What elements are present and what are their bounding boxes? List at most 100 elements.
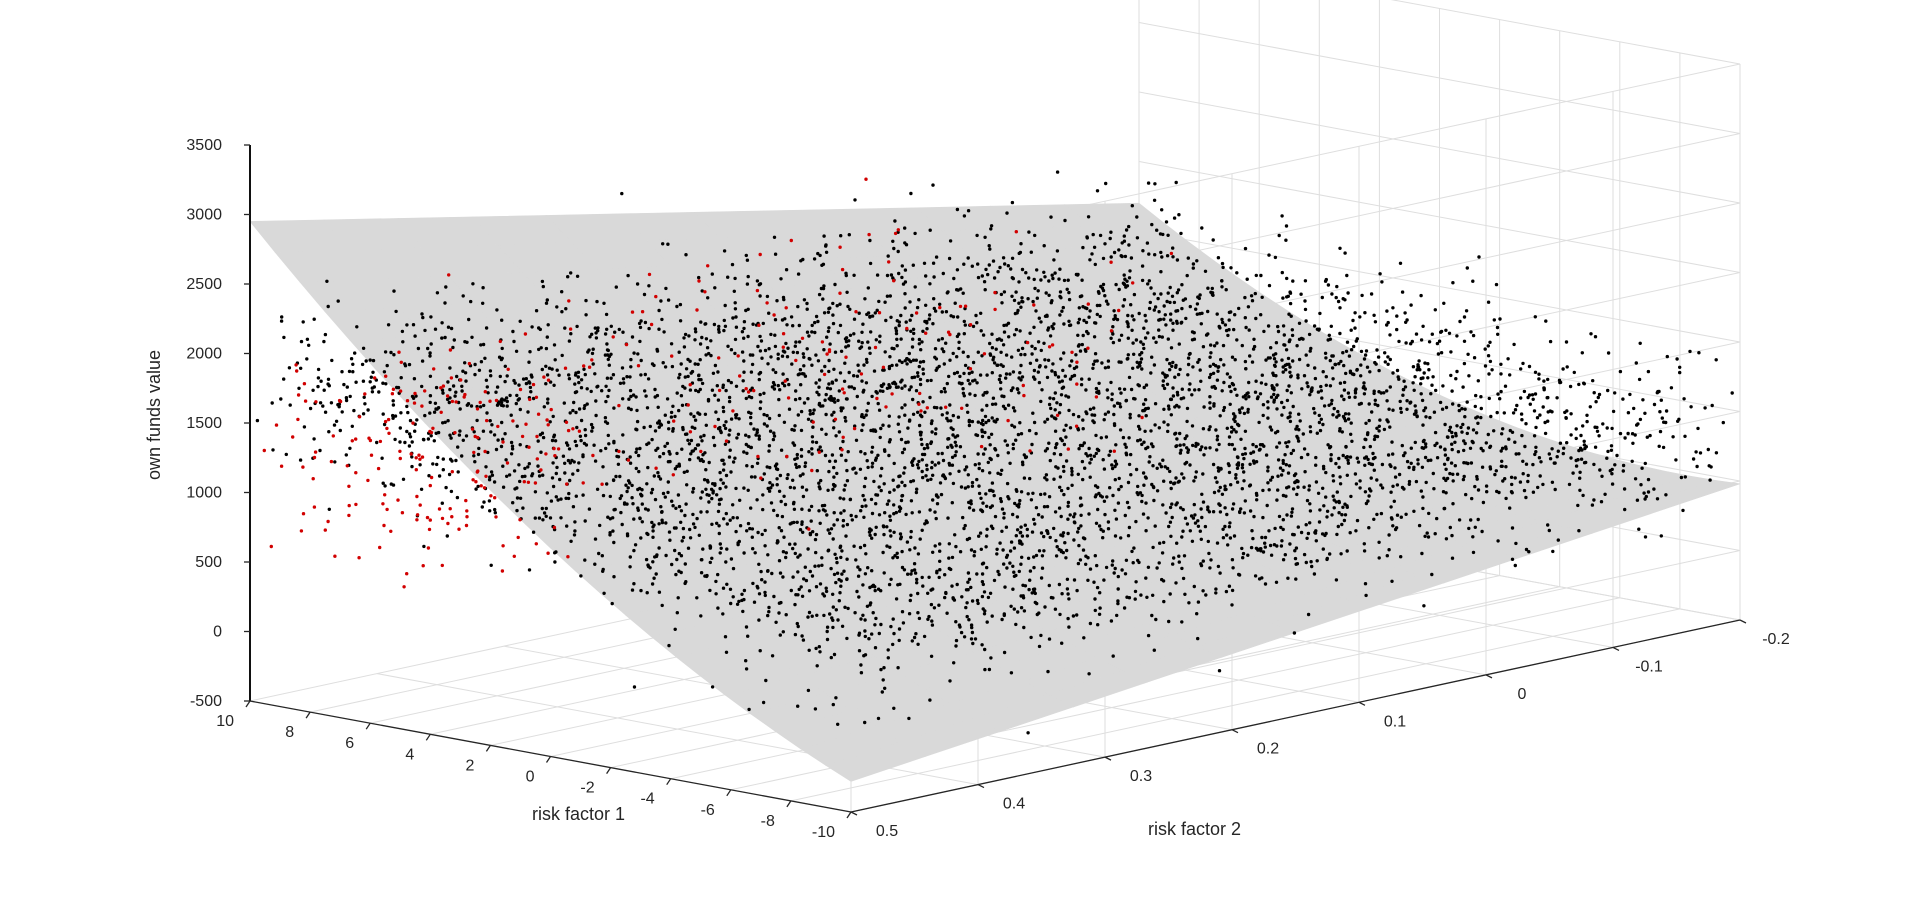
inlier-point bbox=[1285, 388, 1289, 393]
inlier-point bbox=[1196, 600, 1201, 604]
inlier-point bbox=[1432, 410, 1437, 414]
inlier-point bbox=[1091, 362, 1096, 366]
inlier-point bbox=[636, 508, 640, 512]
inlier-point bbox=[1397, 472, 1402, 477]
inlier-point bbox=[1147, 252, 1151, 256]
inlier-point bbox=[529, 373, 533, 377]
inlier-point bbox=[1223, 524, 1227, 529]
inlier-point bbox=[713, 286, 717, 290]
inlier-point bbox=[1524, 422, 1528, 426]
inlier-point bbox=[1589, 332, 1593, 336]
inlier-point bbox=[569, 332, 573, 336]
inlier-point bbox=[1093, 262, 1098, 267]
inlier-point bbox=[454, 458, 458, 463]
inlier-point bbox=[1263, 535, 1268, 540]
inlier-point bbox=[959, 485, 964, 489]
inlier-point bbox=[473, 362, 477, 367]
inlier-point bbox=[1198, 448, 1203, 452]
inlier-point bbox=[890, 363, 894, 368]
inlier-point bbox=[1402, 487, 1406, 491]
inlier-point bbox=[735, 436, 739, 440]
inlier-point bbox=[496, 438, 500, 442]
inlier-point bbox=[1535, 416, 1540, 420]
inlier-point bbox=[1339, 552, 1343, 556]
inlier-point bbox=[1068, 513, 1072, 517]
inlier-point bbox=[733, 276, 737, 281]
inlier-point bbox=[1077, 317, 1082, 321]
inlier-point bbox=[399, 376, 403, 380]
inlier-point bbox=[1515, 403, 1519, 408]
inlier-point bbox=[928, 228, 932, 232]
inlier-point bbox=[389, 350, 393, 355]
inlier-point bbox=[1108, 449, 1113, 453]
inlier-point bbox=[774, 467, 779, 471]
inlier-point bbox=[1322, 467, 1326, 471]
inlier-point bbox=[992, 493, 996, 498]
inlier-point bbox=[1435, 516, 1439, 521]
inlier-point bbox=[1186, 373, 1190, 377]
inlier-point bbox=[1017, 301, 1021, 305]
inlier-point bbox=[626, 406, 631, 410]
inlier-point bbox=[1284, 238, 1288, 242]
inlier-point bbox=[1058, 267, 1062, 271]
inlier-point bbox=[946, 445, 950, 449]
inlier-point bbox=[946, 516, 950, 520]
inlier-point bbox=[1422, 371, 1426, 375]
inlier-point bbox=[977, 534, 981, 538]
inlier-point bbox=[762, 472, 766, 476]
inlier-point bbox=[563, 326, 567, 330]
inlier-point bbox=[1298, 419, 1302, 423]
inlier-point bbox=[686, 438, 690, 442]
inlier-point bbox=[1011, 587, 1015, 591]
inlier-point bbox=[1239, 437, 1243, 441]
inlier-point bbox=[796, 272, 801, 276]
inlier-point bbox=[789, 588, 793, 593]
inlier-point bbox=[1151, 444, 1155, 449]
inlier-point bbox=[1080, 278, 1084, 282]
inlier-point bbox=[1336, 299, 1341, 304]
inlier-point bbox=[1308, 393, 1312, 397]
inlier-point bbox=[629, 357, 633, 362]
inlier-point bbox=[816, 251, 820, 256]
inlier-point bbox=[698, 458, 703, 463]
inlier-point bbox=[841, 518, 846, 523]
inlier-point bbox=[1111, 493, 1115, 498]
inlier-point bbox=[784, 268, 789, 272]
inlier-point bbox=[735, 516, 739, 520]
inlier-point bbox=[1052, 322, 1056, 326]
inlier-point bbox=[420, 312, 424, 316]
inlier-point bbox=[420, 359, 425, 363]
inlier-point bbox=[380, 456, 384, 460]
inlier-point bbox=[270, 401, 274, 405]
surface-patch bbox=[249, 219, 350, 253]
inlier-point bbox=[1018, 329, 1022, 333]
inlier-point bbox=[866, 465, 870, 470]
inlier-point bbox=[1006, 495, 1010, 499]
inlier-point bbox=[1415, 368, 1419, 372]
inlier-point bbox=[877, 408, 882, 412]
inlier-point bbox=[787, 382, 791, 387]
inlier-point bbox=[1153, 305, 1158, 309]
inlier-point bbox=[1140, 493, 1144, 498]
side-wall-gridline bbox=[1138, 161, 1741, 273]
inlier-point bbox=[1185, 434, 1189, 438]
inlier-point bbox=[897, 638, 901, 643]
inlier-point bbox=[1166, 429, 1170, 434]
inlier-point bbox=[806, 397, 810, 401]
inlier-point bbox=[1188, 463, 1192, 467]
inlier-point bbox=[1027, 276, 1031, 280]
inlier-point bbox=[567, 339, 572, 343]
inlier-point bbox=[1314, 480, 1319, 484]
inlier-point bbox=[1043, 314, 1048, 318]
inlier-point bbox=[1168, 469, 1172, 474]
inlier-point bbox=[724, 388, 728, 393]
inlier-point bbox=[520, 474, 525, 479]
inlier-point bbox=[1433, 443, 1437, 448]
inlier-point bbox=[1398, 399, 1402, 404]
inlier-point bbox=[1539, 460, 1543, 464]
inlier-point bbox=[928, 282, 932, 286]
inlier-point bbox=[1116, 501, 1121, 505]
inlier-point bbox=[687, 334, 691, 338]
inlier-point bbox=[827, 358, 831, 363]
inlier-point bbox=[433, 401, 438, 405]
